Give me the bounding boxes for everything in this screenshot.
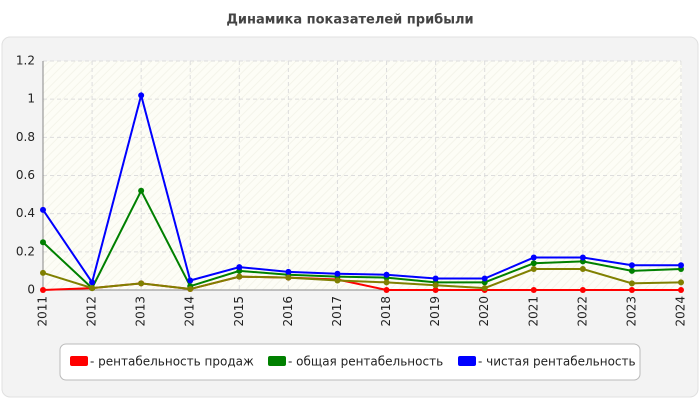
legend-label: - рентабельность продаж bbox=[90, 355, 254, 369]
point bbox=[138, 187, 145, 194]
point bbox=[383, 271, 390, 278]
y-tick-label: 0.2 bbox=[16, 244, 35, 258]
point bbox=[236, 264, 243, 271]
series-line bbox=[42, 91, 681, 285]
legend-label: - общая рентабельность bbox=[288, 355, 443, 369]
x-tick-label: 2020 bbox=[477, 296, 491, 327]
x-tick-label: 2021 bbox=[526, 296, 540, 327]
point bbox=[530, 287, 537, 293]
point bbox=[187, 277, 194, 284]
point bbox=[530, 266, 537, 273]
point bbox=[628, 262, 635, 269]
series-line bbox=[42, 268, 682, 291]
x-tick-label: 2017 bbox=[330, 296, 344, 327]
point bbox=[628, 280, 635, 287]
x-tick-label: 2016 bbox=[281, 296, 295, 327]
point bbox=[628, 267, 635, 274]
point bbox=[432, 275, 439, 282]
x-tick-label: 2012 bbox=[85, 296, 99, 327]
point bbox=[89, 279, 96, 286]
legend-swatch bbox=[458, 356, 476, 366]
y-tick-label: 0 bbox=[27, 283, 35, 297]
point bbox=[383, 287, 390, 293]
legend-swatch bbox=[268, 356, 286, 366]
point bbox=[579, 266, 586, 273]
point bbox=[40, 206, 46, 213]
point bbox=[432, 282, 439, 289]
y-tick-label: 1 bbox=[27, 92, 35, 106]
legend bbox=[59, 343, 641, 381]
chart-title: Динамика показателей прибыли bbox=[226, 13, 473, 28]
point bbox=[40, 239, 46, 246]
point bbox=[285, 274, 292, 281]
point bbox=[138, 280, 145, 287]
y-tick-label: 1.2 bbox=[16, 54, 35, 68]
point bbox=[579, 254, 586, 261]
point bbox=[334, 270, 341, 277]
series-line bbox=[42, 188, 682, 290]
point bbox=[481, 275, 488, 282]
point bbox=[334, 277, 341, 284]
legend-swatch bbox=[70, 356, 88, 366]
point bbox=[138, 92, 145, 99]
x-tick-label: 2023 bbox=[624, 296, 638, 327]
point bbox=[40, 269, 46, 276]
point bbox=[432, 287, 439, 293]
point bbox=[236, 273, 243, 280]
point bbox=[40, 287, 46, 293]
point bbox=[530, 254, 537, 261]
x-tick-label: 2013 bbox=[134, 296, 148, 327]
point bbox=[383, 279, 390, 286]
x-tick-label: 2011 bbox=[36, 296, 50, 327]
point bbox=[678, 287, 684, 293]
legend-label: - чистая рентабельность bbox=[478, 355, 636, 369]
point bbox=[678, 262, 684, 269]
x-tick-label: 2018 bbox=[379, 296, 393, 327]
point bbox=[481, 285, 488, 292]
x-tick-label: 2022 bbox=[575, 296, 589, 327]
y-tick-label: 0.8 bbox=[16, 130, 35, 144]
y-tick-label: 0.6 bbox=[16, 168, 35, 182]
point bbox=[285, 268, 292, 275]
y-tick-label: 0.4 bbox=[16, 206, 35, 220]
point bbox=[187, 286, 194, 293]
point bbox=[530, 260, 537, 267]
point bbox=[89, 285, 96, 292]
x-tick-label: 2015 bbox=[232, 296, 246, 327]
x-tick-label: 2014 bbox=[183, 296, 197, 327]
point bbox=[579, 287, 586, 293]
x-tick-label: 2019 bbox=[428, 296, 442, 327]
point bbox=[628, 287, 635, 293]
point bbox=[678, 279, 684, 286]
x-tick-label: 2024 bbox=[674, 296, 688, 327]
